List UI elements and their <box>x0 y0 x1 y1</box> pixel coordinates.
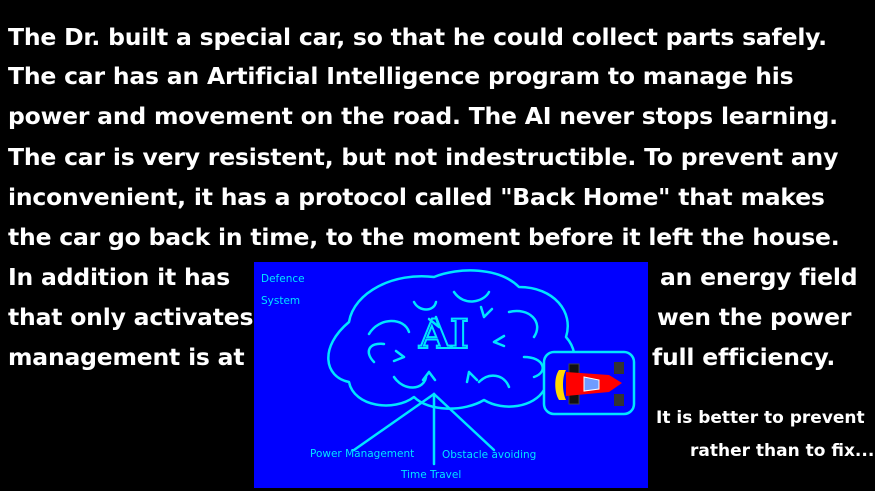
brain-label: AI <box>418 311 469 358</box>
car-icon <box>555 362 624 406</box>
brain-tick-1 <box>427 315 441 329</box>
motto-line-2: rather than to fix... <box>690 441 875 461</box>
defence-system-diagram: AI Defence System Power Management Obsta… <box>254 262 648 488</box>
brain-fold-6 <box>522 355 544 379</box>
corner-label-system: System <box>261 295 301 307</box>
motto-line-1: It is better to prevent <box>656 408 865 428</box>
branch-label-obstacle: Obstacle avoiding <box>442 449 537 461</box>
story-line-6: the car go back in time, to the moment b… <box>8 223 840 251</box>
branch-label-time: Time Travel <box>401 469 462 481</box>
story-left-fragment-2: that only activates <box>8 303 254 331</box>
story-right-fragment-2: wen the power <box>657 303 852 331</box>
story-line-3: power and movement on the road. The AI n… <box>8 102 838 130</box>
brain-fold-3 <box>392 375 428 389</box>
brain-tick-2 <box>392 349 406 363</box>
brain-fold-7 <box>477 374 511 389</box>
brain-tick-4 <box>465 370 479 384</box>
brain-tick-6 <box>421 370 437 382</box>
branch-label-power: Power Management <box>310 448 415 460</box>
story-right-fragment-1: an energy field <box>660 263 858 291</box>
brain-fold-2 <box>367 342 386 364</box>
brain-fold-5 <box>507 309 539 339</box>
brain-fold-1 <box>367 319 411 336</box>
story-left-fragment-1: In addition it has <box>8 263 231 291</box>
story-line-4: The car is very resistent, but not indes… <box>8 143 839 171</box>
brain-fold-4 <box>452 290 491 303</box>
corner-label-defence: Defence <box>261 273 305 285</box>
story-left-fragment-3: management is at <box>8 343 245 371</box>
story-line-2: The car has an Artificial Intelligence p… <box>8 62 794 90</box>
brain-fold-8 <box>412 300 438 311</box>
brain-tick-5 <box>479 305 494 319</box>
branch-line-right <box>432 392 496 452</box>
diagram-graphic: AI <box>327 269 636 466</box>
branch-line-left <box>352 392 436 452</box>
story-line-1: The Dr. built a special car, so that he … <box>8 23 827 51</box>
story-right-fragment-3: full efficiency. <box>652 343 836 371</box>
brain-tick-3 <box>492 334 506 348</box>
story-line-5: inconvenient, it has a protocol called "… <box>8 183 825 211</box>
